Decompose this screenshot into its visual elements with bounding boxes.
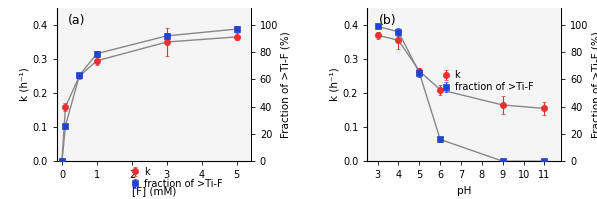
Y-axis label: k (h⁻¹): k (h⁻¹) xyxy=(20,68,29,101)
Y-axis label: k (h⁻¹): k (h⁻¹) xyxy=(330,68,340,101)
Legend: k, fraction of >Ti-F: k, fraction of >Ti-F xyxy=(436,66,537,96)
X-axis label: pH: pH xyxy=(457,186,472,196)
X-axis label: [F] (mM): [F] (mM) xyxy=(131,186,176,196)
Text: (a): (a) xyxy=(68,14,86,27)
Legend: k, fraction of >Ti-F: k, fraction of >Ti-F xyxy=(125,163,227,193)
Text: (b): (b) xyxy=(378,14,396,27)
Y-axis label: Fraction of >Ti-F (%): Fraction of >Ti-F (%) xyxy=(592,31,597,138)
Y-axis label: Fraction of >Ti-F (%): Fraction of >Ti-F (%) xyxy=(281,31,291,138)
